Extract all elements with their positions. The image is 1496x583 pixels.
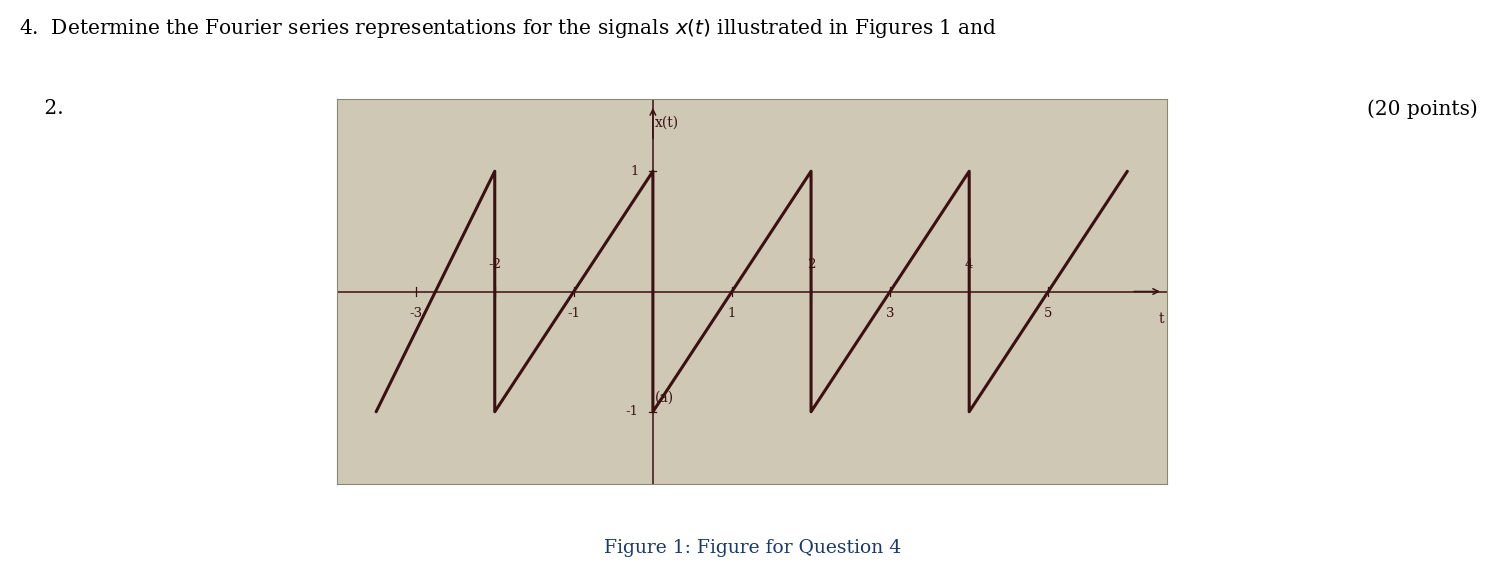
- Text: 5: 5: [1044, 307, 1053, 320]
- Text: 3: 3: [886, 307, 895, 320]
- Text: -2: -2: [488, 258, 501, 271]
- Text: 2: 2: [806, 258, 815, 271]
- Text: 1: 1: [727, 307, 736, 320]
- Text: 4: 4: [965, 258, 974, 271]
- Text: x(t): x(t): [655, 115, 679, 129]
- Text: 2.: 2.: [19, 99, 64, 118]
- Text: -3: -3: [408, 307, 422, 320]
- Text: (a): (a): [655, 390, 675, 405]
- Text: 1: 1: [630, 165, 639, 178]
- Text: -1: -1: [625, 405, 639, 418]
- Text: -1: -1: [567, 307, 580, 320]
- Text: 4.  Determine the Fourier series representations for the signals $x(t)$ illustra: 4. Determine the Fourier series represen…: [19, 17, 998, 40]
- Text: Figure 1: Figure for Question 4: Figure 1: Figure for Question 4: [604, 539, 901, 557]
- Text: (20 points): (20 points): [1367, 99, 1478, 119]
- Text: t: t: [1159, 312, 1164, 326]
